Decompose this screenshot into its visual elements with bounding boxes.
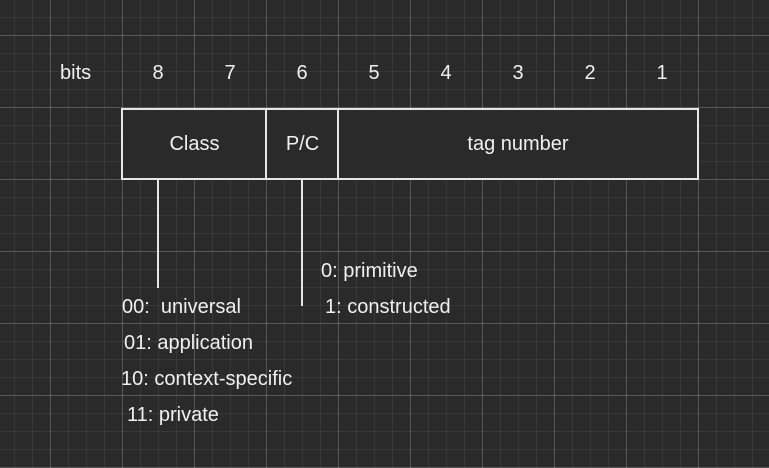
bit-number-8: 8 (152, 62, 164, 84)
bit-number-2: 2 (584, 62, 596, 84)
class-connector-line (157, 180, 159, 288)
bit-number-4: 4 (440, 62, 452, 84)
class-field-box: Class (121, 108, 268, 180)
pc-field-label: P/C (285, 132, 320, 155)
bit-number-5: 5 (368, 62, 380, 84)
class-value-application: 01: application (124, 332, 253, 354)
bit-number-1: 1 (656, 62, 668, 84)
pc-connector-line (301, 180, 303, 306)
class-field-label: Class (169, 132, 220, 155)
class-value-universal: 00: universal (122, 296, 241, 318)
class-value-private: 11: private (127, 404, 219, 426)
pc-value-constructed: 1: constructed (325, 296, 451, 318)
bits-label: bits (60, 62, 92, 84)
class-value-context-specific: 10: context-specific (121, 368, 293, 390)
tag-number-field-label: tag number (467, 132, 569, 155)
bit-number-3: 3 (512, 62, 524, 84)
bit-number-7: 7 (224, 62, 236, 84)
pc-value-primitive: 0: primitive (321, 260, 418, 282)
tag-number-field-box: tag number (337, 108, 699, 180)
bit-number-6: 6 (296, 62, 308, 84)
pc-field-box: P/C (265, 108, 340, 180)
